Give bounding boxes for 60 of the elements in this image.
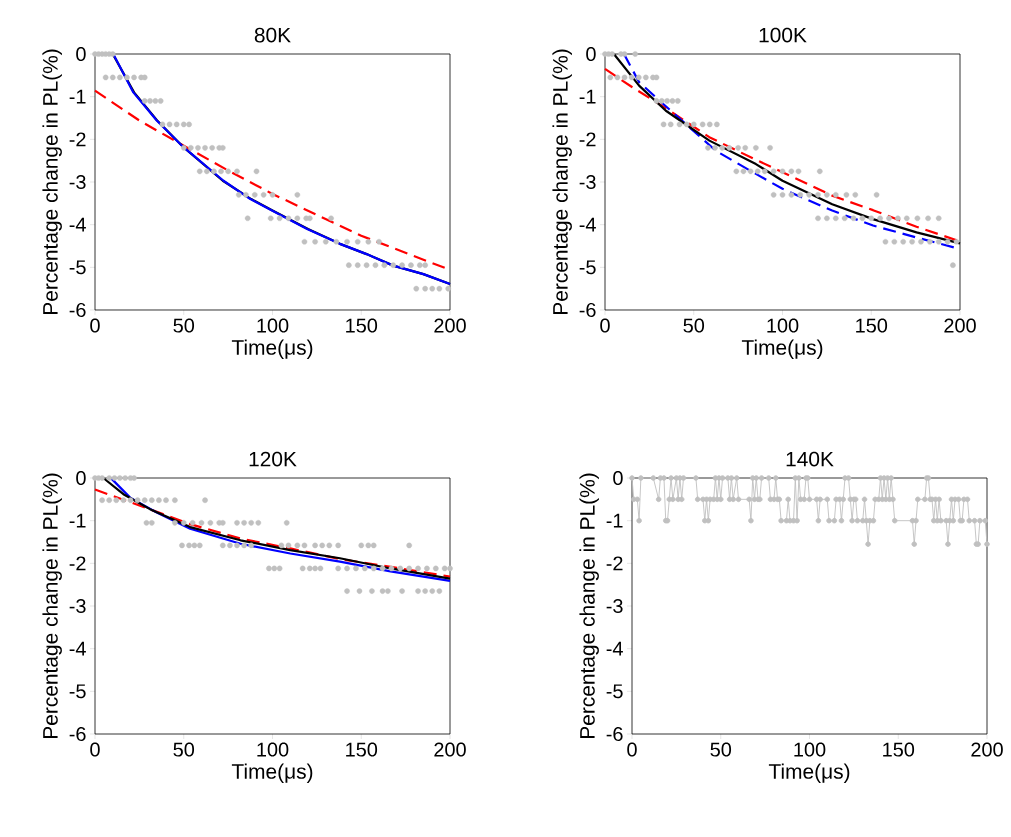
y-tick-label: -3 xyxy=(579,174,596,190)
x-tick-label: 50 xyxy=(173,742,195,757)
x-tick-label: 50 xyxy=(683,318,705,333)
x-tick-label: 100 xyxy=(794,742,826,757)
y-tick-label: -2 xyxy=(606,556,623,571)
x-tick-label: 150 xyxy=(346,318,378,333)
y-tick-label: -3 xyxy=(69,174,86,190)
line-series xyxy=(93,488,452,578)
y-tick-label: -1 xyxy=(606,513,623,528)
x-tick-label: 0 xyxy=(627,742,637,757)
x-tick-label: 200 xyxy=(944,318,976,333)
x-tick-label: 50 xyxy=(173,318,195,333)
chart-title: 80K xyxy=(254,27,291,43)
y-tick-label: -1 xyxy=(69,89,86,104)
y-tick-label: -6 xyxy=(69,726,86,742)
x-tick-label: 0 xyxy=(90,742,100,757)
x-tick-label: 150 xyxy=(346,742,378,757)
x-axis-title: Time(μs) xyxy=(741,339,823,359)
x-axis-title: Time(μs) xyxy=(231,339,313,359)
y-tick-label: -5 xyxy=(606,684,623,699)
chart-title: 100K xyxy=(759,27,807,43)
y-tick-label: -5 xyxy=(579,260,596,275)
y-tick-label: -1 xyxy=(69,513,86,528)
x-tick-label: 100 xyxy=(257,318,289,333)
y-axis-title: Percentage change in PL(%) xyxy=(552,49,572,315)
y-tick-label: -5 xyxy=(69,260,86,275)
x-tick-label: 200 xyxy=(434,318,466,333)
y-tick-label: 0 xyxy=(586,46,596,62)
x-tick-label: 150 xyxy=(883,742,915,757)
y-axis-title: Percentage change in PL(%) xyxy=(579,473,599,739)
y-tick-label: -6 xyxy=(579,302,596,318)
y-tick-label: -6 xyxy=(69,302,86,318)
y-tick-label: -2 xyxy=(69,556,86,571)
x-tick-label: 100 xyxy=(257,742,289,757)
y-tick-label: -3 xyxy=(69,598,86,614)
y-tick-label: -4 xyxy=(579,217,596,232)
x-axis-title: Time(μs) xyxy=(768,763,850,783)
chart-title: 140K xyxy=(786,451,834,467)
y-tick-label: 0 xyxy=(76,46,86,62)
y-tick-label: -4 xyxy=(69,641,86,656)
y-tick-label: -1 xyxy=(579,89,596,104)
y-axis-title: Percentage change in PL(%) xyxy=(42,49,62,315)
y-tick-label: -6 xyxy=(606,726,623,742)
y-tick-label: -2 xyxy=(69,132,86,147)
x-tick-label: 100 xyxy=(767,318,799,333)
x-tick-label: 150 xyxy=(856,318,888,333)
y-tick-label: -4 xyxy=(69,217,86,232)
y-tick-label: -5 xyxy=(69,684,86,699)
y-tick-label: -2 xyxy=(579,132,596,147)
y-tick-label: 0 xyxy=(613,470,623,486)
y-tick-label: -3 xyxy=(606,598,623,614)
x-axis-title: Time(μs) xyxy=(231,763,313,783)
y-axis-title: Percentage change in PL(%) xyxy=(42,473,62,739)
chart-title: 120K xyxy=(249,451,297,467)
x-tick-label: 200 xyxy=(434,742,466,757)
x-tick-label: 0 xyxy=(90,318,100,333)
y-tick-label: 0 xyxy=(76,470,86,486)
y-tick-label: -4 xyxy=(606,641,623,656)
x-tick-label: 200 xyxy=(971,742,1003,757)
x-tick-label: 50 xyxy=(710,742,732,757)
